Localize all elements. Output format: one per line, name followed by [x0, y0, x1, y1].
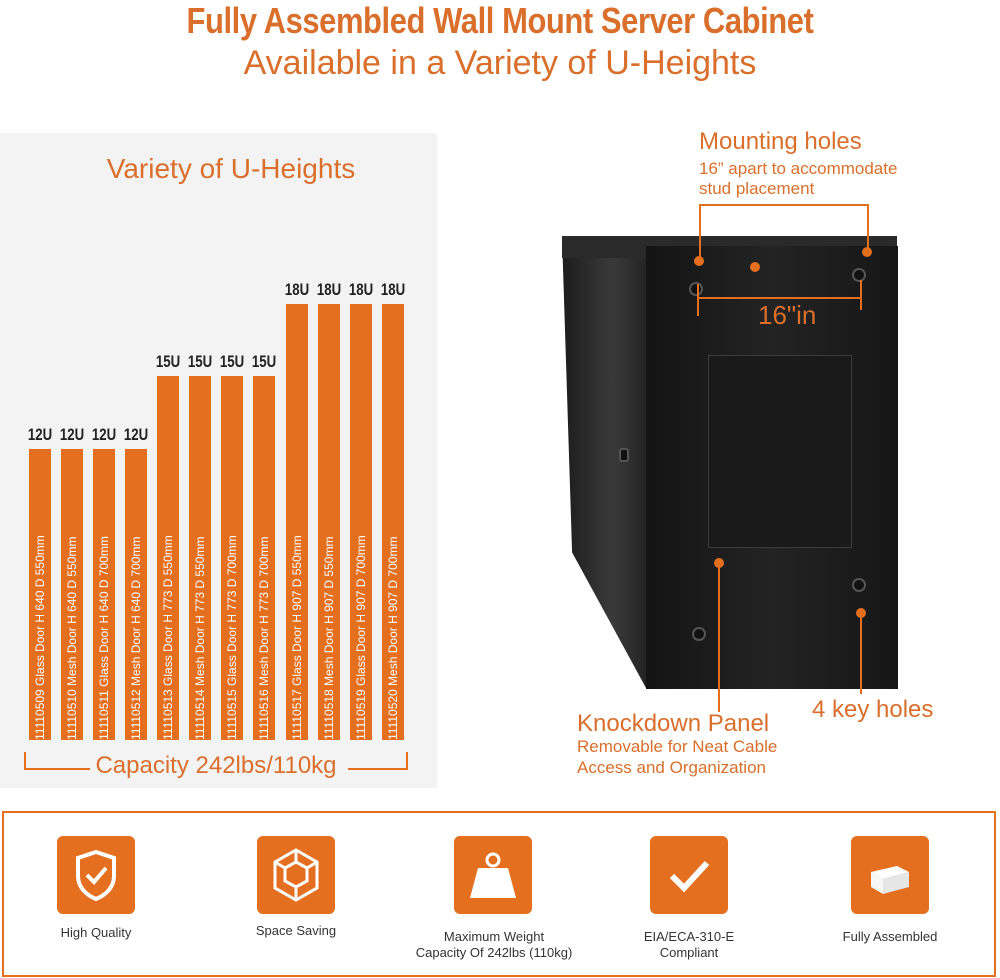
distance-tick-left — [697, 284, 699, 316]
knockdown-panel — [708, 355, 852, 548]
bar-u-label: 18U — [348, 280, 374, 299]
u-height-bar: 11110516 Mesh Door H 773 D 700mm — [253, 376, 275, 740]
distance-label: 16"in — [758, 300, 817, 330]
u-height-bar: 11110514 Mesh Door H 773 D 550mm — [189, 376, 211, 740]
distance-line — [697, 297, 862, 299]
u-height-bar: 11110512 Mesh Door H 640 D 700mm — [125, 449, 147, 740]
mounting-callout-line — [699, 204, 869, 206]
keyhole-top-right — [852, 268, 866, 282]
mounting-callout-left — [699, 204, 701, 258]
keyhole-bottom-left — [692, 627, 706, 641]
cabinet-side — [562, 236, 646, 688]
bar-u-label: 18U — [316, 280, 342, 299]
bar-model-label: 11110516 Mesh Door H 773 D 700mm — [257, 536, 271, 740]
mounting-holes-title: Mounting holes — [699, 128, 862, 155]
knockdown-panel-desc-1: Removable for Neat Cable — [577, 737, 778, 756]
mounting-dot-mid — [750, 262, 760, 272]
key-holes-label: 4 key holes — [812, 696, 934, 723]
feature-space-saving-tile — [257, 836, 335, 914]
bar-u-label: 18U — [380, 280, 406, 299]
u-height-bar: 11110517 Glass Door H 907 D 550mm — [286, 304, 308, 740]
bar-u-label: 15U — [187, 352, 213, 371]
u-height-bar: 11110510 Mesh Door H 640 D 550mm — [61, 449, 83, 740]
feature-max-weight-label-1: Maximum Weight — [443, 929, 545, 944]
weight-icon — [470, 852, 516, 898]
checkmark-icon — [669, 860, 710, 893]
mounting-dot-left — [694, 256, 704, 266]
page-subtitle: Available in a Variety of U-Heights — [243, 44, 757, 82]
u-height-bar: 11110511 Glass Door H 640 D 700mm — [93, 449, 115, 740]
keyhole-callout-line — [860, 616, 862, 694]
u-height-bar: 11110519 Glass Door H 907 D 700mm — [350, 304, 372, 740]
feature-high-quality-tile — [57, 836, 135, 914]
bar-model-label: 11110509 Glass Door H 640 D 550mm — [33, 535, 47, 740]
bar-model-label: 11110510 Mesh Door H 640 D 550mm — [65, 536, 79, 740]
mounting-holes-desc-1: 16” apart to accommodate — [699, 159, 898, 178]
u-height-bar: 11110509 Glass Door H 640 D 550mm — [29, 449, 51, 740]
door-latch — [619, 448, 629, 462]
bar-model-label: 11110520 Mesh Door H 907 D 700mm — [386, 536, 400, 740]
keyhole-bottom-right — [852, 578, 866, 592]
bar-model-label: 11110517 Glass Door H 907 D 550mm — [290, 535, 304, 740]
bar-u-label: 12U — [91, 425, 117, 444]
features-box — [2, 811, 996, 977]
feature-fully-assembled-tile — [851, 836, 929, 914]
feature-compliant-label-1: EIA/ECA-310-E — [643, 929, 735, 944]
bar-model-label: 11110518 Mesh Door H 907 D 550mm — [322, 536, 336, 740]
bar-model-label: 11110519 Glass Door H 907 D 700mm — [354, 535, 368, 740]
bar-model-label: 11110514 Mesh Door H 773 D 550mm — [193, 536, 207, 740]
bar-u-label: 18U — [284, 280, 310, 299]
keyhole-dot — [856, 608, 866, 618]
bar-model-label: 11110513 Glass Door H 773 D 550mm — [161, 535, 175, 740]
knockdown-panel-title: Knockdown Panel — [577, 710, 770, 737]
bar-model-label: 11110511 Glass Door H 640 D 700mm — [97, 536, 111, 740]
capacity-bracket-right — [348, 752, 408, 770]
mounting-callout-right — [867, 204, 869, 252]
bar-u-label: 15U — [251, 352, 277, 371]
u-height-bar: 11110515 Glass Door H 773 D 700mm — [221, 376, 243, 740]
bar-u-label: 15U — [219, 352, 245, 371]
u-heights-title: Variety of U-Heights — [106, 153, 356, 184]
page-title: Fully Assembled Wall Mount Server Cabine… — [186, 0, 814, 41]
cube-icon — [273, 848, 319, 902]
shield-check-icon — [76, 849, 116, 902]
knockdown-callout-line — [718, 566, 720, 712]
feature-high-quality-label: High Quality — [60, 925, 132, 940]
feature-compliant-tile — [650, 836, 728, 914]
distance-tick-right — [860, 280, 862, 310]
knockdown-dot — [714, 558, 724, 568]
feature-space-saving-label: Space Saving — [255, 923, 337, 938]
capacity-label: Capacity 242lbs/110kg — [95, 752, 337, 779]
bar-u-label: 12U — [27, 425, 53, 444]
bar-u-label: 12U — [123, 425, 149, 444]
u-height-bar: 11110513 Glass Door H 773 D 550mm — [157, 376, 179, 740]
u-height-bar: 11110520 Mesh Door H 907 D 700mm — [382, 304, 404, 740]
bar-model-label: 11110515 Glass Door H 773 D 700mm — [225, 535, 239, 740]
keyhole-top-left — [689, 282, 703, 296]
feature-max-weight-tile — [454, 836, 532, 914]
mounting-holes-desc-2: stud placement — [699, 179, 815, 198]
mounting-dot-right — [862, 247, 872, 257]
bar-u-label: 12U — [59, 425, 85, 444]
bar-model-label: 11110512 Mesh Door H 640 D 700mm — [129, 536, 143, 740]
box-icon — [871, 866, 909, 894]
knockdown-panel-desc-2: Access and Organization — [577, 758, 766, 777]
u-height-bar: 11110518 Mesh Door H 907 D 550mm — [318, 304, 340, 740]
feature-fully-assembled-label: Fully Assembled — [842, 929, 938, 944]
feature-max-weight-label-2: Capacity Of 242lbs (110kg) — [415, 945, 573, 960]
feature-compliant-label-2: Compliant — [659, 945, 719, 960]
capacity-bracket-left — [24, 752, 90, 770]
bar-u-label: 15U — [155, 352, 181, 371]
